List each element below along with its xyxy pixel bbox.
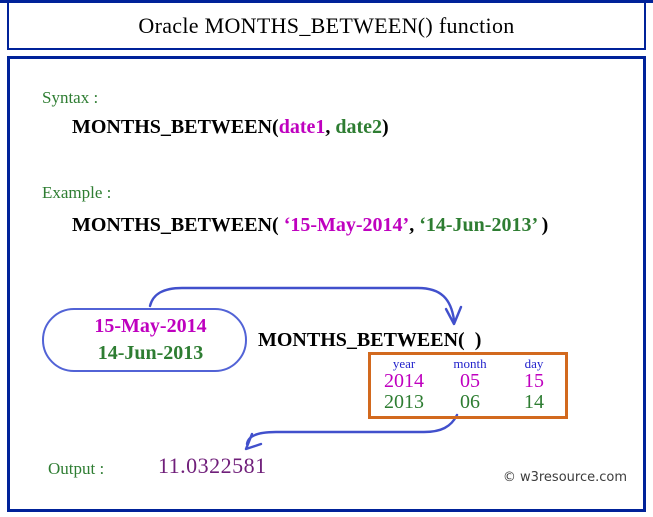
example-code: MONTHS_BETWEEN( ‘15-May-2014’, ‘14-Jun-2… bbox=[72, 214, 548, 237]
function-call-text: MONTHS_BETWEEN( ) bbox=[258, 329, 482, 351]
table-cell: 15 bbox=[524, 370, 544, 392]
output-label: Output : bbox=[48, 459, 105, 478]
table-header-day: day bbox=[524, 356, 544, 371]
top-border-bar bbox=[0, 0, 653, 3]
example-arg1: ‘15-May-2014’ bbox=[283, 214, 410, 236]
output-value: 11.0322581 bbox=[158, 453, 267, 478]
watermark: © w3resource.com bbox=[502, 470, 627, 485]
syntax-code: MONTHS_BETWEEN(date1, date2) bbox=[72, 116, 389, 139]
table-header-year: year bbox=[392, 356, 416, 371]
diagram-box bbox=[7, 56, 646, 512]
syntax-separator: , bbox=[325, 116, 336, 138]
title-box: Oracle MONTHS_BETWEEN() function bbox=[7, 3, 646, 50]
table-cell: 06 bbox=[460, 391, 480, 413]
syntax-close-paren: ) bbox=[382, 116, 389, 138]
syntax-label: Syntax : bbox=[42, 88, 99, 107]
bubble-date-1: 15-May-2014 bbox=[94, 315, 207, 337]
example-separator: , bbox=[409, 214, 420, 236]
syntax-function-name: MONTHS_BETWEEN( bbox=[72, 116, 279, 138]
result-table: year month day 2014 05 15 2013 06 14 bbox=[368, 352, 568, 419]
bubble-date-2: 14-Jun-2013 bbox=[97, 342, 204, 364]
syntax-arg1: date1 bbox=[278, 116, 326, 138]
example-close-paren: ) bbox=[536, 214, 549, 236]
table-cell: 14 bbox=[524, 391, 544, 413]
table-cell: 05 bbox=[460, 370, 480, 392]
page-title: Oracle MONTHS_BETWEEN() function bbox=[138, 12, 515, 38]
table-cell: 2013 bbox=[384, 391, 424, 413]
syntax-arg2: date2 bbox=[335, 116, 383, 138]
table-cell: 2014 bbox=[384, 370, 424, 392]
example-label: Example : bbox=[42, 183, 112, 202]
dates-bubble: 15-May-2014 14-Jun-2013 bbox=[42, 308, 247, 372]
example-function-name: MONTHS_BETWEEN( bbox=[72, 214, 284, 236]
example-arg2: ‘14-Jun-2013’ bbox=[419, 214, 537, 236]
table-header-month: month bbox=[453, 356, 487, 371]
